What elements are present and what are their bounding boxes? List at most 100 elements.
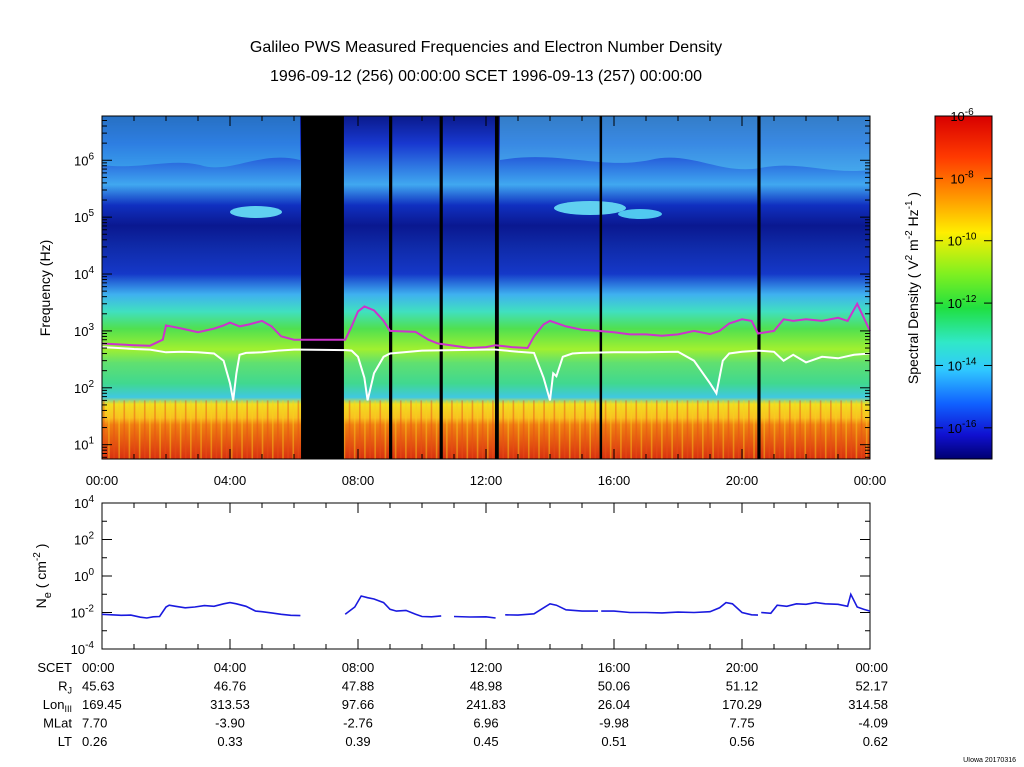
stripe [159, 400, 161, 459]
stripe [420, 400, 423, 459]
stripe [615, 400, 617, 459]
ephemeris-value: 46.76 [214, 679, 247, 694]
ephemeris-value: 0.56 [729, 734, 754, 749]
stripe [210, 400, 213, 459]
stripe [133, 400, 136, 459]
stripe [676, 400, 679, 459]
stripe [789, 400, 791, 459]
ephemeris-value: 04:00 [214, 660, 247, 675]
data-gap [439, 116, 443, 459]
density-y-tick-label: 10-4 [71, 640, 95, 657]
stripe [686, 400, 689, 459]
stripe [348, 400, 351, 459]
stripe [225, 400, 228, 459]
stripe [753, 400, 755, 459]
density-line [101, 601, 301, 619]
stripe [681, 400, 684, 459]
upper-frequency-line [101, 301, 871, 350]
colorbar-tick-label: 10-10 [948, 232, 977, 249]
stripe [384, 400, 387, 459]
stripe [481, 400, 484, 459]
ephemeris-value: -2.76 [343, 716, 373, 731]
spectrogram-x-axis: 00:00 04:00 08:00 12:00 16:00 20:00 00:00 [86, 116, 886, 488]
ephemeris-label: MLat [43, 716, 72, 731]
ephemeris-value: -3.90 [215, 716, 245, 731]
stripe [819, 400, 822, 459]
chart-subtitle: 1996-09-12 (256) 00:00:00 SCET 1996-09-1… [270, 68, 702, 85]
stripe [620, 400, 622, 459]
stripe [502, 400, 504, 459]
stripe [220, 400, 223, 459]
stripe [292, 400, 295, 459]
stripe [522, 400, 525, 459]
stripe [507, 400, 510, 459]
stripe [169, 400, 172, 459]
stripe [179, 400, 182, 459]
stripe [655, 400, 658, 459]
stripe [374, 400, 376, 459]
stripe [835, 400, 837, 459]
density-frame [101, 502, 871, 650]
spectrogram-panel: 101 102 103 104 105 106 00:00 04:00 08:00 12:00 1… [37, 115, 886, 488]
density-y-axis: 104 102 100 10-2 10-4 [71, 494, 870, 657]
stripe [195, 400, 197, 459]
density-y-tick-label: 100 [74, 567, 94, 584]
stripe [200, 400, 202, 459]
stripe [113, 400, 115, 459]
stripe [666, 400, 668, 459]
emission-blob [618, 209, 662, 219]
y-tick-label: 102 [74, 379, 94, 396]
ephemeris-value: 47.88 [342, 679, 375, 694]
stripe [748, 400, 750, 459]
data-gap [301, 116, 344, 459]
stripe [717, 400, 719, 459]
stripe [727, 400, 730, 459]
y-tick-label: 104 [74, 265, 94, 282]
stripe [625, 400, 627, 459]
density-line [761, 592, 871, 615]
stripe [277, 400, 279, 459]
stripe [456, 400, 458, 459]
colorbar-tick-label: 10-12 [948, 294, 977, 311]
density-y-label: Ne ( cm-2 ) [32, 544, 54, 609]
stripe [860, 400, 863, 459]
stripe [471, 400, 474, 459]
x-tick-label: 08:00 [342, 473, 375, 488]
stripe [154, 400, 156, 459]
stripe [261, 400, 264, 459]
spectrogram-y-axis: 101 102 103 104 105 106 [74, 115, 870, 458]
ephemeris-value: 0.45 [473, 734, 498, 749]
x-tick-label: 20:00 [726, 473, 759, 488]
x-tick-label: 16:00 [598, 473, 631, 488]
stripe [236, 400, 238, 459]
stripe [425, 400, 428, 459]
spectrogram-texture [102, 116, 870, 459]
stripe [287, 400, 289, 459]
stripe [609, 400, 612, 459]
density-line [453, 615, 496, 619]
ephemeris-value: 169.45 [82, 697, 122, 712]
y-tick-label: 105 [74, 208, 94, 225]
upper-band-patch [102, 116, 300, 168]
emission-blob [230, 206, 282, 218]
ephemeris-value: 20:00 [726, 660, 759, 675]
x-tick-label: 04:00 [214, 473, 247, 488]
stripe [845, 400, 847, 459]
ephemeris-label: LT [58, 734, 72, 749]
y-tick-label: 101 [74, 436, 94, 453]
stripe [461, 400, 463, 459]
stripe [343, 400, 346, 459]
density-x-axis [101, 503, 871, 649]
stripe [830, 400, 832, 459]
stripe [297, 400, 300, 459]
stripe [696, 400, 699, 459]
ephemeris-value: 45.63 [82, 679, 115, 694]
stripe [394, 400, 397, 459]
density-series [101, 592, 871, 619]
ephemeris-value: 08:00 [342, 660, 375, 675]
ephemeris-label: SCET [37, 660, 72, 675]
stripe [568, 400, 571, 459]
ephemeris-value: 16:00 [598, 660, 631, 675]
ephemeris-value: -9.98 [599, 716, 629, 731]
ephemeris-value: 7.75 [729, 716, 754, 731]
